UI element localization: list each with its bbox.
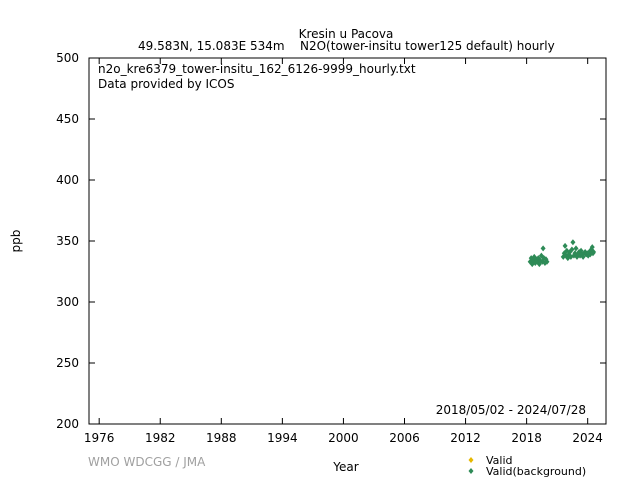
point-valid-background (591, 248, 597, 255)
provider-label: Data provided by ICOS (98, 77, 234, 91)
x-tick-label: 2012 (450, 431, 481, 445)
x-tick-label: 2006 (389, 431, 420, 445)
y-tick-label: 450 (56, 112, 79, 126)
file-label: n2o_kre6379_tower-insitu_162_6126-9999_h… (98, 62, 416, 76)
data-points (527, 239, 597, 268)
point-valid-background (572, 250, 578, 257)
chart-title: Kresin u Pacova (299, 27, 394, 41)
point-valid-background (540, 245, 546, 252)
point-valid-background (573, 245, 579, 252)
x-tick-label: 1976 (84, 431, 115, 445)
watermark: WMO WDCGG / JMA (88, 455, 206, 469)
point-valid-background (544, 258, 550, 265)
y-axis-label: ppb (9, 230, 23, 253)
point-valid-background (565, 255, 571, 262)
legend: Valid Valid(background) (468, 454, 586, 478)
y-tick-label: 250 (56, 356, 79, 370)
axis-ticks: 200 250 300 350 400 450 500 1976 1982 1988 1994 200… (56, 51, 606, 445)
date-range-label: 2018/05/02 - 2024/07/28 (436, 403, 586, 417)
point-valid-background (538, 252, 544, 259)
point-valid-background (569, 246, 575, 253)
y-tick-label: 500 (56, 51, 79, 65)
legend-marker-valid (468, 457, 474, 463)
x-tick-label: 2000 (328, 431, 359, 445)
x-tick-label: 2018 (511, 431, 542, 445)
station-location: 49.583N, 15.083E 534m (138, 39, 285, 53)
y-tick-label: 300 (56, 295, 79, 309)
legend-label-valid: Valid (486, 454, 513, 467)
legend-label-valid-background: Valid(background) (486, 465, 586, 478)
y-tick-label: 350 (56, 234, 79, 248)
y-tick-label: 200 (56, 417, 79, 431)
point-valid-background (589, 244, 595, 251)
point-valid-background (570, 239, 576, 246)
point-valid-background (562, 242, 568, 249)
dataset-description: N2O(tower-insitu tower125 default) hourl… (300, 39, 555, 53)
legend-marker-valid-background (468, 468, 474, 474)
y-tick-label: 400 (56, 173, 79, 187)
x-tick-label: 2024 (572, 431, 603, 445)
x-axis-label: Year (332, 460, 358, 474)
x-tick-label: 1982 (145, 431, 176, 445)
x-tick-label: 1988 (206, 431, 237, 445)
x-tick-label: 1994 (267, 431, 298, 445)
plot-frame (88, 57, 607, 425)
